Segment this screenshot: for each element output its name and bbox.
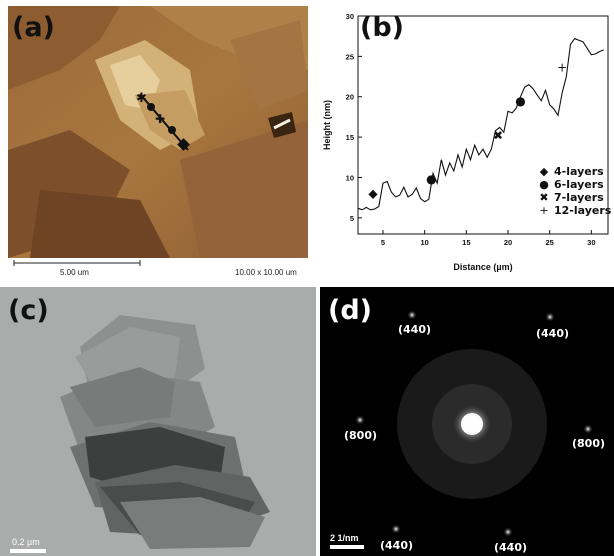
- y-tick-label: 15: [346, 133, 354, 142]
- legend-symbol: +: [539, 204, 548, 217]
- x-axis-label: Distance (µm): [453, 262, 512, 272]
- y-axis-label: Height (nm): [322, 100, 332, 150]
- tem-scale-bar-label: 0.2 µm: [12, 537, 40, 547]
- spot-label-bar4bar4-0: (4̄4̄0): [494, 541, 527, 554]
- spot-label-800: (800): [344, 429, 377, 442]
- height-profile-line: [357, 37, 604, 211]
- svg-text:✚: ✚: [155, 112, 165, 126]
- legend-symbol: ●: [539, 178, 549, 191]
- x-tick-label: 10: [420, 238, 428, 247]
- legend-label: 4-layers: [554, 165, 604, 178]
- spot-label-bar4-40: (4̄40): [536, 327, 569, 340]
- x-tick-label: 15: [462, 238, 470, 247]
- profile-marker: ✖: [493, 128, 503, 142]
- legend-symbol: ◆: [540, 165, 549, 178]
- y-tick-label: 5: [350, 214, 354, 223]
- panel-a-afm-image: ✱ ✚ (a) 5.00 um 10.00 x 10.00 um: [0, 0, 314, 284]
- plot-frame: [357, 15, 609, 235]
- spot-label-440: (440): [398, 323, 431, 336]
- y-tick-label: 10: [346, 173, 354, 182]
- x-tick-label: 30: [587, 238, 595, 247]
- panel-label-c: (c): [8, 295, 49, 326]
- spot-label-bar8-00: (8̄00): [572, 437, 605, 450]
- panel-c-tem-image: (c) 0.2 µm: [0, 287, 316, 556]
- x-tick-label: 25: [545, 238, 553, 247]
- diffraction-pattern: (440) (4̄40) (800) (8̄00) (44̄0) (4̄4̄0): [330, 310, 605, 554]
- svg-text:✱: ✱: [136, 91, 147, 106]
- x-tick-label: 5: [381, 238, 385, 247]
- y-tick-label: 20: [346, 93, 354, 102]
- profile-marker: +: [557, 61, 567, 75]
- panel-label-b: (b): [360, 12, 405, 43]
- legend-symbol: ✖: [539, 191, 548, 204]
- afm-scan-size: 10.00 x 10.00 um: [235, 268, 297, 277]
- x-tick-label: 20: [504, 238, 512, 247]
- panel-b-height-profile: 5 10 15 20 25 30 5 10 15 20 25 30 ◆ ● ✖ ● + ◆ 4-layers ● 6…: [316, 0, 614, 284]
- legend-label: 7-layers: [554, 191, 604, 204]
- saed-scale-bar-label: 2 1/nm: [330, 533, 359, 543]
- panel-label-a: (a): [12, 12, 55, 43]
- panel-label-d: (d): [328, 295, 373, 326]
- profile-marker: ◆: [368, 187, 378, 201]
- afm-height-map: ✱ ✚: [8, 6, 308, 266]
- legend-label: 12-layers: [554, 204, 612, 217]
- spot-label-4bar4-0: (44̄0): [380, 539, 413, 552]
- legend-label: 6-layers: [554, 178, 604, 191]
- profile-marker: ●: [426, 172, 436, 186]
- y-tick-label: 25: [346, 52, 354, 61]
- y-tick-label: 30: [346, 12, 354, 21]
- tem-flakes: [0, 287, 316, 556]
- profile-marker: ●: [515, 94, 525, 108]
- afm-scale-bar-label: 5.00 um: [60, 268, 89, 277]
- panel-d-saed-pattern: (440) (4̄40) (800) (8̄00) (44̄0) (4̄4̄0)…: [320, 287, 614, 556]
